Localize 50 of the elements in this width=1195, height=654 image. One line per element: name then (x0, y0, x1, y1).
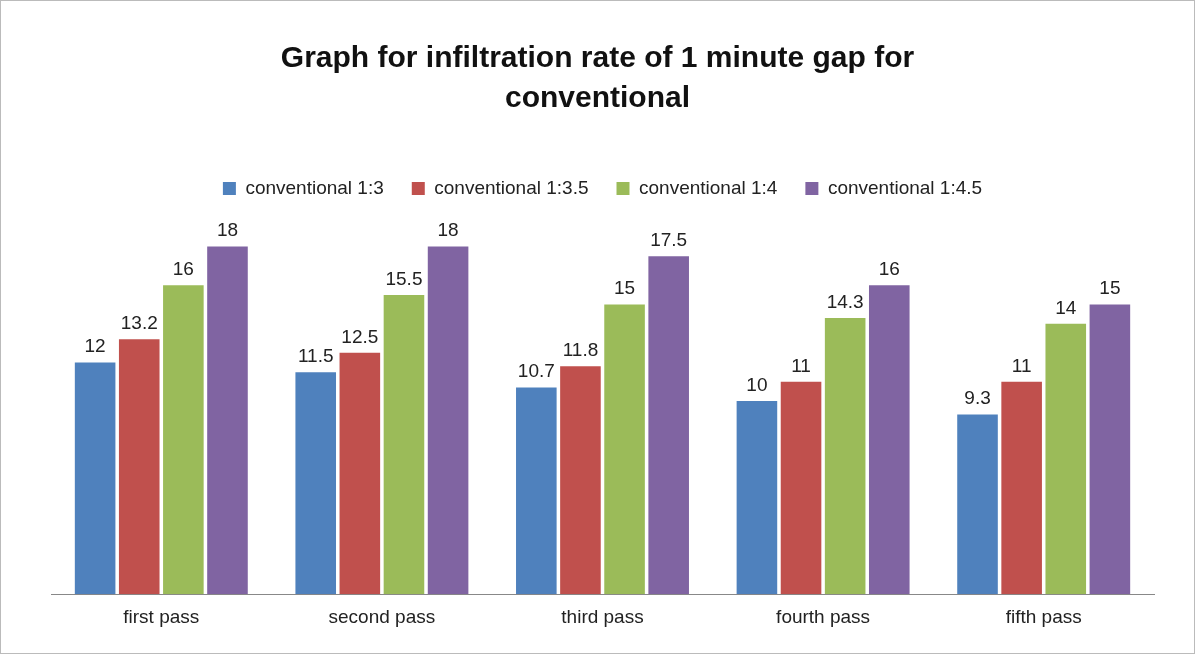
data-label: 12.5 (341, 325, 379, 347)
bar (780, 381, 822, 595)
data-label: 18 (216, 219, 239, 241)
data-label: 9.3 (964, 387, 991, 409)
data-label: 12 (84, 335, 106, 357)
data-label: 15.5 (385, 267, 423, 289)
bar (1089, 304, 1131, 595)
bar (648, 256, 689, 595)
data-label: 16 (878, 257, 900, 279)
data-label: 16 (172, 257, 194, 279)
x-tick-label: second pass (328, 605, 436, 627)
data-label: 10 (746, 373, 768, 395)
data-label: 11.5 (297, 344, 334, 366)
bar (118, 339, 160, 595)
legend-label: conventional 1:4 (639, 176, 778, 198)
bar (736, 401, 778, 595)
bar (163, 285, 204, 595)
data-label: 10.7 (517, 360, 555, 382)
x-tick-label: first pass (123, 605, 200, 627)
bar (604, 304, 645, 595)
bar (207, 246, 248, 595)
data-label: 17.5 (650, 229, 688, 251)
x-tick-label: fifth pass (1005, 605, 1082, 627)
bar (339, 352, 381, 595)
x-tick-label: third pass (561, 605, 644, 627)
data-label: 11 (1011, 354, 1032, 376)
bar (957, 414, 998, 595)
data-label: 14 (1055, 296, 1077, 318)
data-label: 14.3 (826, 290, 864, 312)
data-label: 13.2 (120, 312, 158, 334)
bar (560, 366, 601, 595)
bar (1001, 381, 1042, 595)
data-label: 15 (613, 277, 636, 299)
legend-label: conventional 1:3.5 (434, 176, 589, 198)
bar (427, 246, 469, 595)
bar (824, 318, 866, 595)
data-label: 11 (791, 354, 811, 376)
bar (516, 387, 557, 595)
bar (295, 372, 337, 595)
data-label: 18 (437, 219, 459, 241)
legend-label: conventional 1:4.5 (827, 176, 983, 198)
bar (383, 294, 425, 595)
bar (1045, 323, 1087, 595)
legend-label: conventional 1:3 (245, 176, 384, 198)
data-label: 11.8 (562, 339, 599, 361)
bar (74, 362, 116, 595)
bar (868, 285, 910, 595)
data-label: 15 (1099, 277, 1121, 299)
chart-title: Graph for infiltration rate of 1 minute gap for conventional (279, 39, 916, 115)
x-tick-label: fourth pass (776, 605, 871, 627)
